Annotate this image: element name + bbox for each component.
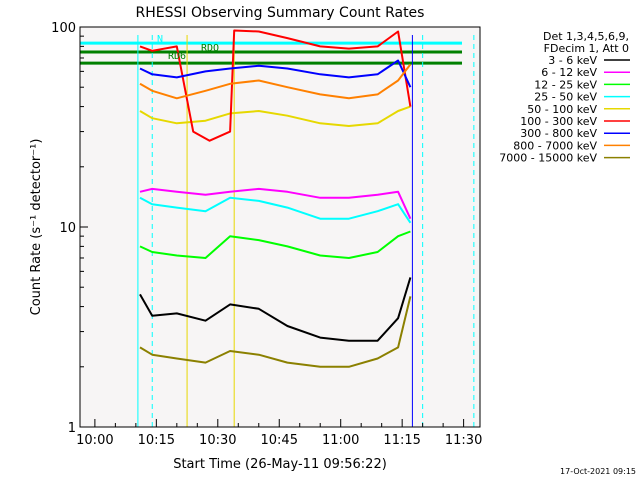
x-tick-label-0: 10:00 <box>76 433 113 448</box>
annotation-n: N <box>157 34 163 45</box>
x-tick-label-1: 10:15 <box>138 433 175 448</box>
y-axis-label: Count Rate (s⁻¹ detector⁻¹) <box>29 139 44 316</box>
legend-label-2: 12 - 25 keV <box>534 78 597 91</box>
series-line-7 <box>139 63 412 100</box>
legend: Det 1,3,4,5,6,9, FDecim 1, Att 0 3 - 6 k… <box>499 30 630 165</box>
y-tick-label-2: 100 <box>51 21 76 36</box>
x-tick-label-5: 11:15 <box>383 433 420 448</box>
y-axis-ticks: 1 10 100 <box>51 21 88 436</box>
chart-title: RHESSI Observing Summary Count Rates <box>136 5 425 21</box>
legend-label-7: 800 - 7000 keV <box>513 139 597 152</box>
series-line-5 <box>139 29 412 142</box>
series-lines <box>139 29 412 368</box>
series-line-1 <box>139 187 412 220</box>
x-tick-label-3: 10:45 <box>261 433 298 448</box>
y-tick-label-0: 1 <box>68 421 76 436</box>
annotation-rd6: RD6 <box>168 51 186 62</box>
y-tick-label-1: 10 <box>59 221 76 236</box>
legend-label-8: 7000 - 15000 keV <box>499 152 597 165</box>
x-tick-label-4: 11:00 <box>322 433 359 448</box>
legend-header-1: Det 1,3,4,5,6,9, <box>543 30 629 43</box>
series-line-3 <box>139 196 412 224</box>
legend-label-4: 50 - 100 keV <box>527 103 597 116</box>
series-line-4 <box>139 105 411 127</box>
x-tick-label-2: 10:30 <box>199 433 236 448</box>
x-tick-label-6: 11:30 <box>445 433 482 448</box>
vertical-markers <box>137 35 475 427</box>
series-line-2 <box>139 230 411 259</box>
legend-label-0: 3 - 6 keV <box>548 54 597 67</box>
series-line-8 <box>139 296 412 368</box>
annotations: RDO RD6 N <box>157 34 219 62</box>
legend-label-6: 300 - 800 keV <box>520 127 597 140</box>
legend-label-3: 25 - 50 keV <box>534 91 597 104</box>
x-axis-label: Start Time (26-May-11 09:56:22) <box>173 457 387 472</box>
plot-area <box>80 27 480 427</box>
series-line-6 <box>139 59 412 88</box>
legend-header-2: FDecim 1, Att 0 <box>544 42 629 55</box>
x-axis-ticks: 10:00 10:15 10:30 10:45 11:00 11:15 11:30 <box>76 419 482 448</box>
legend-label-5: 100 - 300 keV <box>520 115 597 128</box>
legend-label-1: 6 - 12 keV <box>541 66 597 79</box>
annotation-rdo: RDO <box>201 43 219 54</box>
footer-timestamp: 17-Oct-2021 09:15 <box>560 467 636 476</box>
series-line-0 <box>139 277 412 342</box>
